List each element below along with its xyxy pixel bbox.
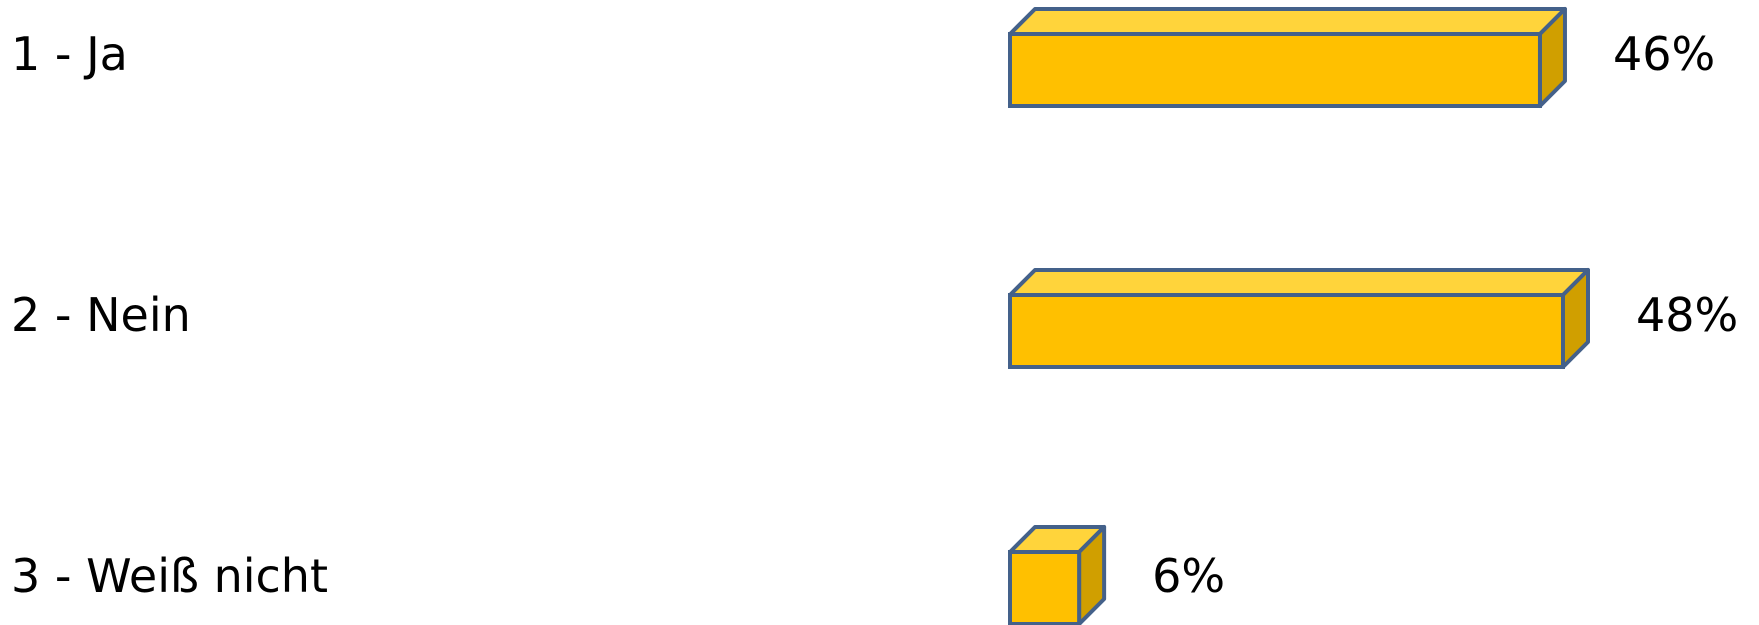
value-label: 48% xyxy=(1636,288,1738,342)
bar-top-face xyxy=(1008,268,1590,297)
category-label: 2 - Nein xyxy=(11,288,191,342)
bar-1 xyxy=(1008,7,1567,108)
category-label: 1 - Ja xyxy=(11,27,128,81)
bar-front-face xyxy=(1008,550,1082,625)
labels-group: 1 - Ja 46% 2 - Nein 48% 3 - Weiß nicht 6% xyxy=(11,27,1738,603)
value-label: 6% xyxy=(1152,549,1225,603)
bar-2 xyxy=(1008,268,1590,369)
value-label: 46% xyxy=(1613,27,1715,81)
bar-top-face xyxy=(1008,7,1567,36)
bars-group xyxy=(1008,7,1590,625)
category-label: 3 - Weiß nicht xyxy=(11,549,328,603)
bar-front-face xyxy=(1008,293,1565,369)
bar-front-face xyxy=(1008,32,1542,108)
bar-3 xyxy=(1008,525,1107,625)
